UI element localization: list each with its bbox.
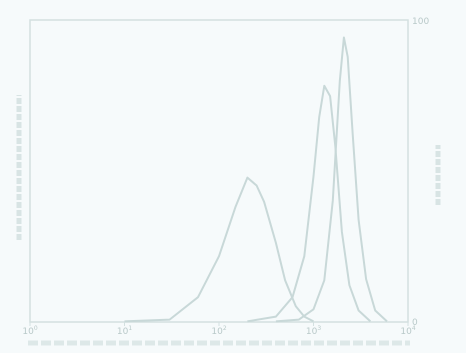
series-curves: [124, 36, 388, 323]
right-axis-tick-label: 0: [412, 318, 418, 328]
x-tick-label: 100: [22, 325, 37, 337]
x-tick-label: 101: [117, 325, 132, 337]
x-tick-label: 102: [211, 325, 226, 337]
plot-frame: [29, 19, 409, 323]
right-axis-tick-label: 100: [412, 17, 429, 27]
x-tick-label: 103: [306, 325, 321, 337]
right-axis-ticks: 100 0: [412, 17, 429, 328]
series-1-line: [124, 176, 314, 323]
series-2-line: [247, 84, 372, 323]
x-axis-ticks: 100 101 102 103 104: [22, 322, 416, 337]
series-3-line: [275, 36, 388, 323]
